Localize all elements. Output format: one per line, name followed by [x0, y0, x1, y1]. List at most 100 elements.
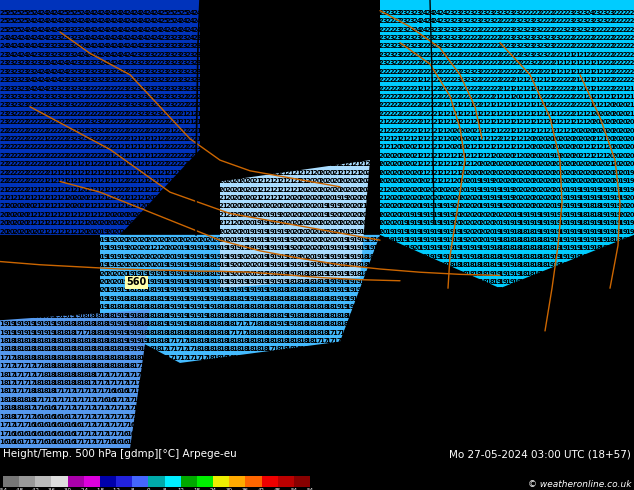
Text: 16: 16 — [232, 422, 242, 428]
Text: 15: 15 — [598, 422, 608, 428]
Text: 17: 17 — [545, 355, 555, 361]
Text: 22: 22 — [106, 145, 115, 150]
Text: 24: 24 — [46, 60, 56, 66]
Text: 17: 17 — [192, 380, 202, 386]
Text: 21: 21 — [133, 203, 142, 209]
Text: 22: 22 — [406, 69, 415, 74]
Text: 20: 20 — [159, 228, 169, 235]
Text: 19: 19 — [86, 237, 96, 243]
Text: 16: 16 — [486, 389, 495, 394]
Text: 20: 20 — [325, 228, 335, 235]
Text: 21: 21 — [292, 136, 302, 142]
Text: 19: 19 — [618, 228, 628, 235]
Text: 18: 18 — [212, 330, 222, 336]
Text: 21: 21 — [99, 195, 108, 201]
Text: 19: 19 — [618, 187, 628, 193]
Text: 17: 17 — [512, 321, 522, 327]
Text: 22: 22 — [86, 102, 95, 108]
Text: 21: 21 — [512, 127, 522, 134]
Text: 21: 21 — [106, 187, 115, 193]
Text: 22: 22 — [165, 145, 175, 150]
Text: 16: 16 — [53, 414, 62, 420]
Text: 20: 20 — [352, 195, 362, 201]
Text: 16: 16 — [53, 439, 62, 445]
Text: 20: 20 — [539, 195, 548, 201]
Text: 20: 20 — [112, 228, 122, 235]
Text: 21: 21 — [259, 195, 269, 201]
Text: 23: 23 — [146, 52, 155, 58]
Text: 16: 16 — [512, 371, 522, 378]
Text: 22: 22 — [486, 69, 495, 74]
Text: 20: 20 — [465, 212, 475, 218]
Text: 16: 16 — [146, 422, 155, 428]
Text: 18: 18 — [139, 321, 149, 327]
Text: 24: 24 — [32, 26, 42, 33]
Text: 19: 19 — [605, 203, 615, 209]
Text: 17: 17 — [306, 355, 315, 361]
Text: 19: 19 — [66, 296, 75, 302]
Text: 19: 19 — [126, 346, 136, 352]
Text: 21: 21 — [59, 178, 68, 184]
Text: 22: 22 — [172, 153, 182, 159]
Text: 19: 19 — [432, 262, 442, 268]
Text: 23: 23 — [526, 26, 535, 33]
Text: 24: 24 — [126, 35, 136, 41]
Text: 17: 17 — [505, 330, 515, 336]
Text: 18: 18 — [13, 346, 22, 352]
Text: 19: 19 — [46, 321, 56, 327]
Text: 15: 15 — [619, 439, 628, 445]
Text: 21: 21 — [352, 127, 362, 134]
Text: 18: 18 — [72, 321, 82, 327]
Text: 17: 17 — [192, 397, 202, 403]
Text: 22: 22 — [259, 127, 268, 134]
Text: 20: 20 — [285, 203, 295, 209]
Text: 16: 16 — [499, 397, 508, 403]
Text: 23: 23 — [539, 52, 548, 58]
Text: 18: 18 — [578, 288, 588, 294]
Text: 17: 17 — [559, 338, 568, 344]
Text: 18: 18 — [212, 371, 222, 378]
Text: 22: 22 — [99, 94, 108, 100]
Text: 16: 16 — [445, 397, 455, 403]
Text: 16: 16 — [186, 431, 195, 437]
Text: 21: 21 — [445, 111, 455, 117]
Text: 21: 21 — [372, 153, 382, 159]
Text: 21: 21 — [59, 187, 68, 193]
Text: 18: 18 — [66, 371, 75, 378]
Text: 16: 16 — [539, 371, 548, 378]
Text: 20: 20 — [619, 212, 628, 218]
Text: 20: 20 — [165, 245, 176, 251]
Text: 22: 22 — [112, 94, 122, 100]
Text: 19: 19 — [59, 254, 69, 260]
Text: 20: 20 — [226, 178, 235, 184]
Text: 19: 19 — [226, 279, 235, 285]
Text: 20: 20 — [72, 245, 82, 251]
Text: 21: 21 — [259, 187, 269, 193]
Text: 22: 22 — [472, 86, 482, 92]
Text: 22: 22 — [399, 77, 408, 83]
Text: 20: 20 — [165, 220, 176, 226]
Text: 23: 23 — [239, 10, 249, 16]
Text: 21: 21 — [299, 153, 309, 159]
Text: 19: 19 — [252, 228, 262, 235]
Text: 18: 18 — [186, 330, 195, 336]
Text: 21: 21 — [559, 127, 568, 134]
Text: 21: 21 — [219, 203, 229, 209]
Text: 23: 23 — [566, 26, 575, 33]
Text: 17: 17 — [385, 371, 395, 378]
Text: 23: 23 — [0, 94, 9, 100]
Text: 16: 16 — [205, 414, 216, 420]
Text: 20: 20 — [625, 203, 634, 209]
Text: 22: 22 — [219, 86, 228, 92]
Text: 18: 18 — [412, 321, 422, 327]
Text: 23: 23 — [465, 18, 475, 24]
Text: 21: 21 — [505, 136, 515, 142]
Text: 18: 18 — [352, 262, 362, 268]
Text: 22: 22 — [226, 86, 235, 92]
Text: 20: 20 — [86, 288, 95, 294]
Text: 17: 17 — [285, 363, 295, 369]
Text: 18: 18 — [412, 338, 422, 344]
Text: 16: 16 — [425, 389, 435, 394]
Text: 16: 16 — [505, 439, 515, 445]
Text: 23: 23 — [399, 44, 408, 49]
